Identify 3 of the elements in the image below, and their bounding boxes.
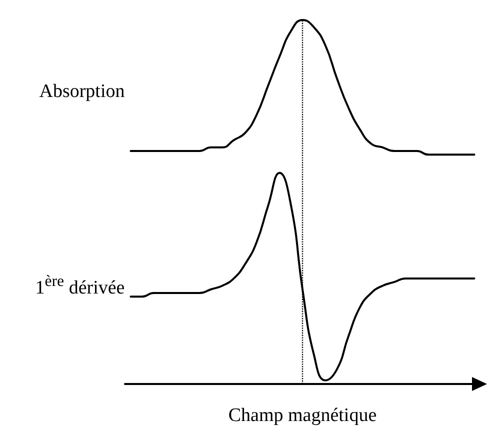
series-label: 1$^{ère}$ dérivée — [35, 272, 125, 300]
x-axis-title: Champ magnétique — [228, 405, 377, 426]
text: Absorption — [39, 81, 125, 104]
